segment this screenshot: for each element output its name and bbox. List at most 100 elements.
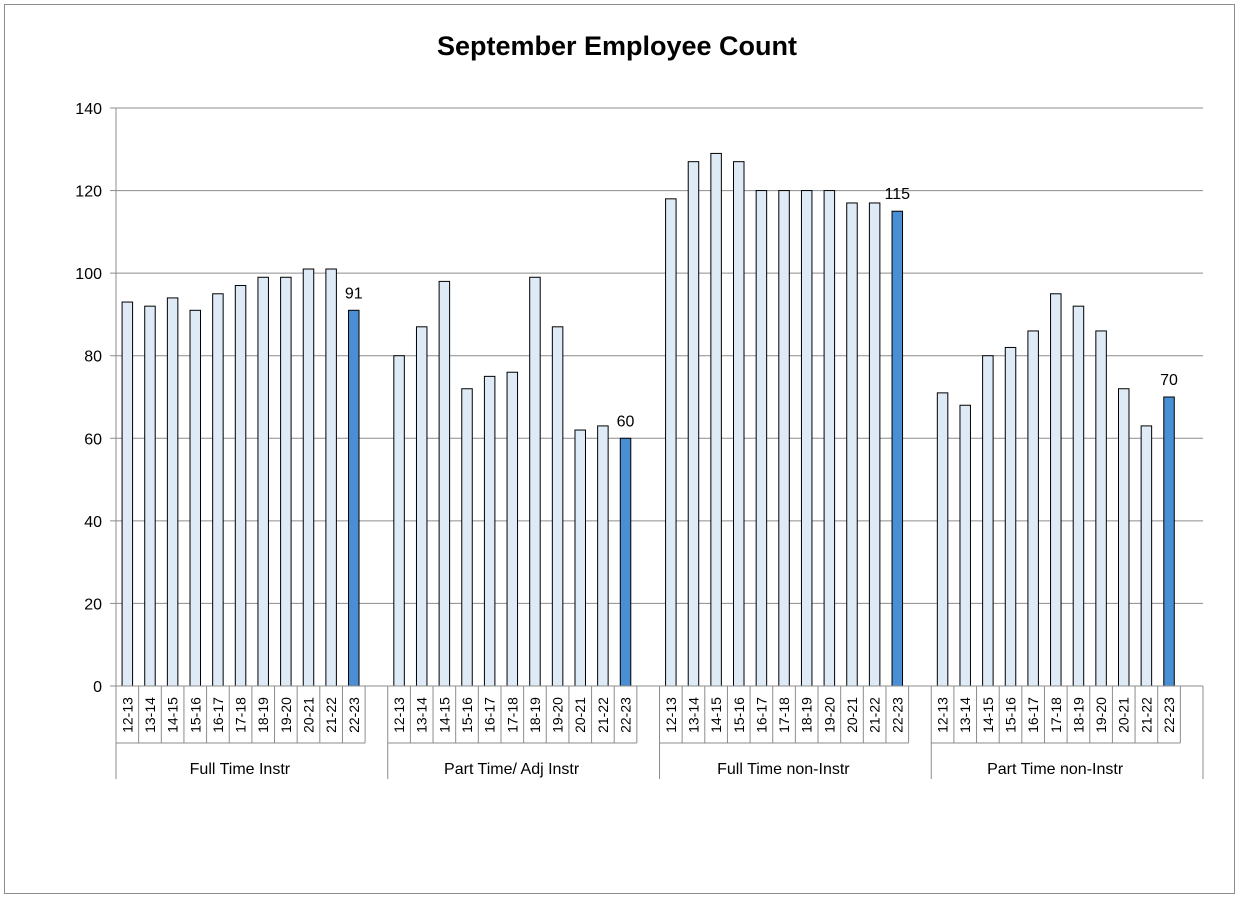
data-label: 115 xyxy=(885,186,911,203)
x-tick-label: 21-22 xyxy=(595,697,611,733)
data-label: 91 xyxy=(345,285,363,302)
x-tick-label: 17-18 xyxy=(233,697,249,733)
x-tick-label: 17-18 xyxy=(776,697,792,733)
x-tick-label: 16-17 xyxy=(1025,697,1041,733)
data-labels: 91 60 115 70 xyxy=(345,186,1178,430)
x-tick-label: 22-23 xyxy=(346,697,362,733)
group-label: Full Time non-Instr xyxy=(717,761,850,778)
bar xyxy=(868,202,881,687)
bar xyxy=(393,355,405,687)
data-label: 60 xyxy=(617,413,635,430)
y-axis: 0 20 40 60 80 100 120 140 xyxy=(75,101,117,696)
y-tick-label: 120 xyxy=(75,184,102,201)
bar xyxy=(506,371,519,687)
y-tick-label: 0 xyxy=(93,679,102,696)
bar xyxy=(687,161,700,687)
bar xyxy=(846,202,858,687)
bar xyxy=(597,425,609,687)
bar xyxy=(665,198,677,687)
bar xyxy=(755,190,768,687)
x-tick-label: 15-16 xyxy=(1003,697,1019,733)
bar xyxy=(823,190,836,687)
bar-chart: September Employee Count 0 20 40 60 80 100 120… xyxy=(75,31,1204,779)
x-tick-label: 12-13 xyxy=(935,697,951,733)
group-label: Part Time/ Adj Instr xyxy=(444,761,580,778)
bar xyxy=(959,404,971,687)
x-tick-label: 21-22 xyxy=(867,697,883,733)
bar xyxy=(121,301,134,687)
bar xyxy=(348,309,360,687)
bar xyxy=(415,326,428,687)
x-tick-label: 19-20 xyxy=(1093,697,1109,733)
bar xyxy=(733,161,745,687)
x-tick-label: 17-18 xyxy=(1048,697,1064,733)
bar xyxy=(619,437,632,687)
bar xyxy=(257,276,269,687)
x-tick-label: 13-14 xyxy=(957,697,973,733)
y-tick-label: 60 xyxy=(84,431,102,448)
x-tick-label: 15-16 xyxy=(459,697,475,733)
x-tick-label: 13-14 xyxy=(142,697,158,733)
y-tick-label: 140 xyxy=(75,101,102,118)
chart-container: September Employee Count 0 20 40 60 80 100 120… xyxy=(4,4,1235,894)
group-label: Part Time non-Instr xyxy=(987,761,1124,778)
gridlines xyxy=(116,107,1203,604)
x-tick-label: 16-17 xyxy=(210,697,226,733)
x-tick-label: 12-13 xyxy=(663,697,679,733)
y-tick-label: 100 xyxy=(75,266,102,283)
x-tick-label: 13-14 xyxy=(685,697,701,733)
bar xyxy=(1027,330,1039,687)
x-tick-label: 14-15 xyxy=(436,697,452,733)
x-tick-label: 13-14 xyxy=(414,697,430,733)
bar xyxy=(1117,388,1130,687)
bar xyxy=(1095,330,1107,687)
bar xyxy=(483,375,496,687)
bar xyxy=(778,190,790,687)
x-tick-label: 18-19 xyxy=(799,697,815,733)
bar xyxy=(1140,425,1153,687)
x-tick-label: 17-18 xyxy=(504,697,520,733)
y-tick-label: 40 xyxy=(84,514,102,531)
bar xyxy=(891,210,904,687)
bar xyxy=(438,280,451,687)
x-tick-label: 19-20 xyxy=(278,697,294,733)
bar xyxy=(551,326,564,687)
group-label: Full Time Instr xyxy=(190,761,291,778)
data-label: 70 xyxy=(1160,372,1178,389)
bar xyxy=(189,309,202,687)
x-tick-label: 20-21 xyxy=(572,697,588,733)
bar xyxy=(166,297,179,687)
x-tick-label: 16-17 xyxy=(482,697,498,733)
bar xyxy=(1004,346,1017,687)
y-tick-label: 20 xyxy=(84,596,102,613)
bar xyxy=(710,152,722,687)
y-tick-label: 80 xyxy=(84,349,102,366)
bar xyxy=(800,190,813,687)
x-tick-label: 20-21 xyxy=(300,697,316,733)
x-tick-label: 22-23 xyxy=(1161,697,1177,733)
x-tick-label: 21-22 xyxy=(323,697,339,733)
bar xyxy=(1072,305,1085,687)
bar xyxy=(144,305,156,687)
bar xyxy=(574,429,586,687)
x-tick-label: 20-21 xyxy=(844,697,860,733)
bar xyxy=(1050,293,1062,687)
bar xyxy=(982,355,994,687)
x-tick-label: 12-13 xyxy=(119,697,135,733)
bar xyxy=(325,268,337,687)
x-tick-label: 22-23 xyxy=(618,697,634,733)
bar xyxy=(212,293,224,687)
x-tick-label: 12-13 xyxy=(391,697,407,733)
bar xyxy=(302,268,315,687)
bar xyxy=(280,276,292,687)
x-axis: 12-13 13-14 14-15 15-16 16-17 17-18 18-19 19-20… xyxy=(115,685,1204,779)
x-tick-label: 14-15 xyxy=(165,697,181,733)
x-tick-label: 15-16 xyxy=(731,697,747,733)
bar xyxy=(1163,396,1175,687)
x-tick-label: 20-21 xyxy=(1116,697,1132,733)
x-tick-label: 18-19 xyxy=(1070,697,1086,733)
x-tick-label: 14-15 xyxy=(708,697,724,733)
x-tick-label: 14-15 xyxy=(980,697,996,733)
x-tick-label: 19-20 xyxy=(550,697,566,733)
bar xyxy=(529,276,541,687)
